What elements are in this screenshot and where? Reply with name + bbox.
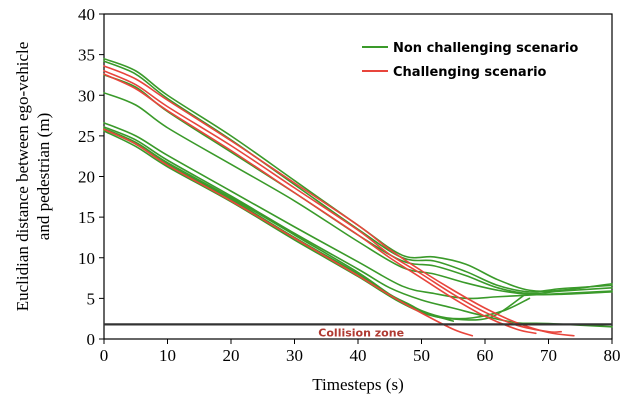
- x-tick-label: 70: [540, 346, 557, 365]
- non-challenging-series-line: [103, 127, 455, 322]
- non-challenging-series-line: [103, 122, 613, 300]
- challenging-series-line: [103, 70, 562, 333]
- x-tick-label: 10: [159, 346, 176, 365]
- series-layer: [103, 57, 613, 337]
- x-tick-label: 50: [413, 346, 430, 365]
- challenging-series-line: [103, 73, 537, 335]
- challenging-series-line: [103, 128, 474, 337]
- non-challenging-series-line: [103, 60, 613, 293]
- collision-zone-label: Collision zone: [318, 326, 404, 339]
- x-tick-label: 30: [286, 346, 303, 365]
- legend-label: Non challenging scenario: [393, 41, 578, 56]
- y-axis-title-line: and pedestrian (m): [34, 113, 53, 240]
- legend-label: Challenging scenario: [393, 65, 547, 80]
- non-challenging-series-line: [103, 128, 531, 320]
- y-tick-label: 5: [87, 289, 96, 308]
- y-tick-label: 0: [87, 330, 96, 349]
- legend: Non challenging scenario Challenging scen…: [362, 41, 578, 80]
- non-challenging-series-line: [103, 57, 613, 293]
- y-tick-label: 40: [78, 5, 95, 24]
- axis-layer: 0 10 20 30 40 50 60 70 80 0 5 10 15 20 25 30 35 40 Timeste…: [13, 5, 621, 394]
- x-tick-label: 20: [223, 346, 240, 365]
- y-tick-label: 35: [78, 46, 95, 65]
- challenging-series-line: [103, 65, 575, 337]
- y-tick-label: 15: [78, 208, 95, 227]
- annotation-layer: Collision zone: [104, 323, 612, 339]
- y-tick-label: 30: [78, 86, 95, 105]
- y-tick-label: 10: [78, 249, 95, 268]
- x-axis-title: Timesteps (s): [312, 375, 403, 394]
- y-axis-title-line: Euclidian distance between ego-vehicle: [13, 42, 32, 312]
- x-tick-label: 40: [350, 346, 367, 365]
- x-tick-label: 80: [604, 346, 621, 365]
- y-tick-label: 20: [78, 168, 95, 187]
- x-tick-label: 0: [100, 346, 109, 365]
- y-tick-label: 25: [78, 127, 95, 146]
- non-challenging-series-line: [103, 126, 613, 328]
- x-tick-label: 60: [477, 346, 494, 365]
- non-challenging-series-line: [103, 92, 613, 296]
